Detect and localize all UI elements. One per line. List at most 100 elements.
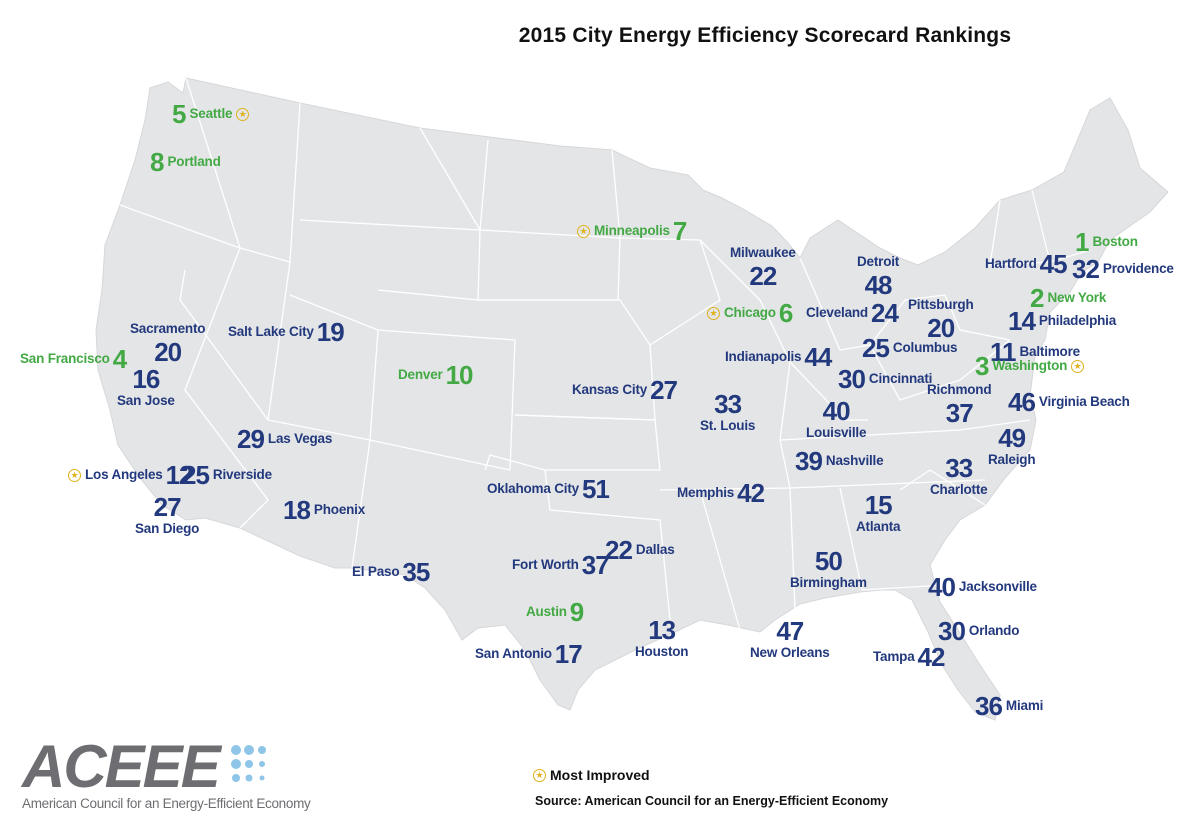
city-rank-orlando: 30: [938, 616, 966, 646]
state-borders: [119, 77, 1091, 631]
city-label-new-york: 2 New York: [1030, 285, 1106, 311]
city-label-san-antonio: San Antonio 17: [475, 639, 583, 669]
city-rank-columbus: 25: [862, 333, 890, 363]
city-rank-cleveland: 24: [870, 298, 899, 328]
city-rank-los-angeles: 12: [165, 460, 194, 490]
most-improved-star-icon: ★: [236, 107, 250, 121]
city-label-riverside: 25 Riverside: [182, 462, 272, 488]
city-name-richmond: Richmond: [927, 382, 992, 397]
city-rank-oklahoma-city: 51: [581, 474, 610, 504]
city-rank-san-antonio: 17: [554, 639, 583, 669]
city-name-orlando: Orlando: [968, 623, 1020, 639]
city-label-pittsburgh: Pittsburgh 20: [908, 298, 974, 341]
city-rank-riverside: 25: [182, 460, 210, 490]
most-improved-star-icon: ★: [577, 224, 590, 238]
city-name-san-diego: San Diego: [135, 521, 200, 536]
city-rank-salt-lake-city: 19: [316, 317, 345, 347]
city-name-nashville: Nashville: [825, 453, 884, 469]
city-name-austin: Austin: [526, 604, 567, 620]
city-name-st-louis: St. Louis: [700, 418, 756, 433]
city-rank-boston: 1: [1075, 227, 1090, 257]
city-name-baltimore: Baltimore: [1019, 344, 1081, 360]
city-rank-kansas-city: 27: [650, 375, 678, 405]
city-name-columbus: Columbus: [892, 340, 958, 356]
city-label-new-orleans: 47 New Orleans: [750, 618, 830, 660]
city-label-sacramento: Sacramento 20: [130, 322, 205, 365]
aceee-logo: ACEEE American Council for an Energy-Eff…: [22, 733, 311, 812]
city-label-los-angeles: ★ Los Angeles 12: [68, 462, 193, 488]
logo-tagline: American Council for an Energy-Efficient…: [22, 796, 311, 811]
city-rank-san-diego: 27: [153, 492, 182, 522]
city-label-dallas: 22 Dallas: [605, 537, 675, 563]
city-rank-phoenix: 18: [283, 495, 311, 525]
city-rank-jacksonville: 40: [928, 572, 956, 602]
city-name-dallas: Dallas: [635, 542, 675, 558]
city-name-new-york: New York: [1047, 290, 1107, 306]
city-rank-las-vegas: 29: [237, 424, 265, 454]
most-improved-star-icon: ★: [1071, 359, 1085, 373]
city-label-salt-lake-city: Salt Lake City 19: [228, 317, 345, 347]
city-rank-raleigh: 49: [998, 423, 1026, 453]
city-name-kansas-city: Kansas City: [572, 382, 648, 398]
city-name-raleigh: Raleigh: [988, 452, 1036, 467]
city-label-tampa: Tampa 42: [873, 644, 945, 670]
city-rank-new-york: 2: [1030, 283, 1045, 313]
star-icon: ★: [533, 768, 546, 782]
city-label-denver: Denver 10: [398, 362, 473, 388]
city-name-new-orleans: New Orleans: [750, 645, 830, 660]
city-rank-dallas: 22: [605, 535, 633, 565]
city-label-san-jose: 16 San Jose: [117, 366, 175, 408]
city-label-houston: 13 Houston: [635, 617, 689, 659]
city-label-san-francisco: San Francisco 4: [20, 346, 127, 372]
city-name-indianapolis: Indianapolis: [725, 349, 802, 365]
city-name-memphis: Memphis: [677, 485, 735, 501]
city-rank-st-louis: 33: [714, 389, 742, 419]
logo-dots-icon: [231, 745, 266, 782]
city-label-columbus: 25 Columbus: [862, 333, 958, 363]
most-improved-star-icon: ★: [68, 468, 81, 482]
city-label-miami: 36 Miami: [975, 693, 1043, 719]
city-name-milwaukee: Milwaukee: [730, 245, 796, 260]
legend-label: Most Improved: [550, 767, 650, 783]
city-label-detroit: Detroit 48: [857, 255, 899, 298]
city-label-el-paso: El Paso 35: [352, 559, 430, 585]
city-name-louisville: Louisville: [806, 425, 867, 440]
city-name-san-francisco: San Francisco: [20, 351, 110, 367]
logo-wordmark: ACEEE: [22, 733, 221, 800]
city-label-providence: 32 Providence: [1072, 256, 1174, 282]
city-name-philadelphia: Philadelphia: [1038, 313, 1117, 329]
city-label-orlando: 30 Orlando: [938, 618, 1019, 644]
city-label-richmond: Richmond 37: [927, 382, 992, 428]
city-name-pittsburgh: Pittsburgh: [908, 297, 974, 312]
city-name-phoenix: Phoenix: [313, 502, 366, 518]
city-label-cleveland: Cleveland 24: [806, 298, 899, 328]
city-rank-washington: 3: [975, 351, 990, 381]
city-label-chicago: ★ Chicago 6: [707, 298, 794, 328]
city-label-memphis: Memphis 42: [677, 480, 765, 506]
city-label-minneapolis: ★ Minneapolis 7: [577, 216, 688, 246]
city-rank-sacramento: 20: [154, 336, 182, 367]
city-rank-new-orleans: 47: [776, 616, 804, 646]
city-label-washington: 3 Washington ★: [975, 351, 1085, 381]
city-rank-hartford: 45: [1039, 249, 1068, 279]
city-rank-providence: 32: [1072, 254, 1100, 284]
city-name-washington: Washington: [992, 358, 1068, 374]
city-rank-minneapolis: 7: [672, 216, 688, 246]
city-rank-birmingham: 50: [814, 546, 843, 576]
city-rank-richmond: 37: [945, 397, 974, 428]
city-rank-chicago: 6: [778, 298, 794, 328]
city-label-indianapolis: Indianapolis 44: [725, 344, 832, 370]
city-rank-denver: 10: [445, 360, 474, 390]
city-label-jacksonville: 40 Jacksonville: [928, 574, 1037, 600]
city-label-birmingham: 50 Birmingham: [790, 548, 867, 590]
city-name-tampa: Tampa: [873, 649, 915, 665]
city-label-charlotte: 33 Charlotte: [930, 455, 988, 497]
city-rank-louisville: 40: [822, 396, 851, 426]
city-label-nashville: 39 Nashville: [795, 448, 884, 474]
city-label-san-diego: 27 San Diego: [135, 494, 199, 536]
city-name-detroit: Detroit: [857, 254, 900, 269]
city-label-seattle: 5 Seattle ★: [172, 101, 250, 127]
city-rank-pittsburgh: 20: [927, 312, 955, 343]
city-rank-portland: 8: [150, 147, 165, 177]
city-rank-detroit: 48: [864, 269, 893, 300]
